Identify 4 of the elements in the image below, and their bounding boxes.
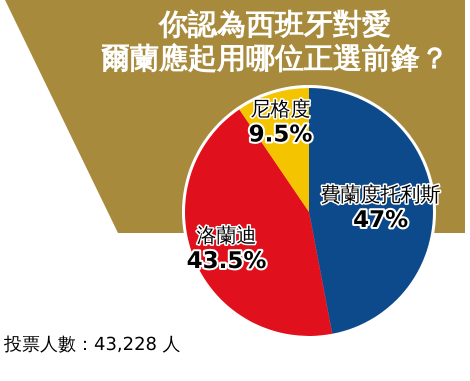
text: 投票人數：43,228 人 — [3, 334, 181, 355]
data-label: 47% — [353, 207, 408, 234]
chart-title: 你認為西班牙對愛爾蘭應起用哪位正選前鋒？ — [101, 7, 449, 75]
slice-label: 洛蘭迪 — [196, 223, 257, 248]
